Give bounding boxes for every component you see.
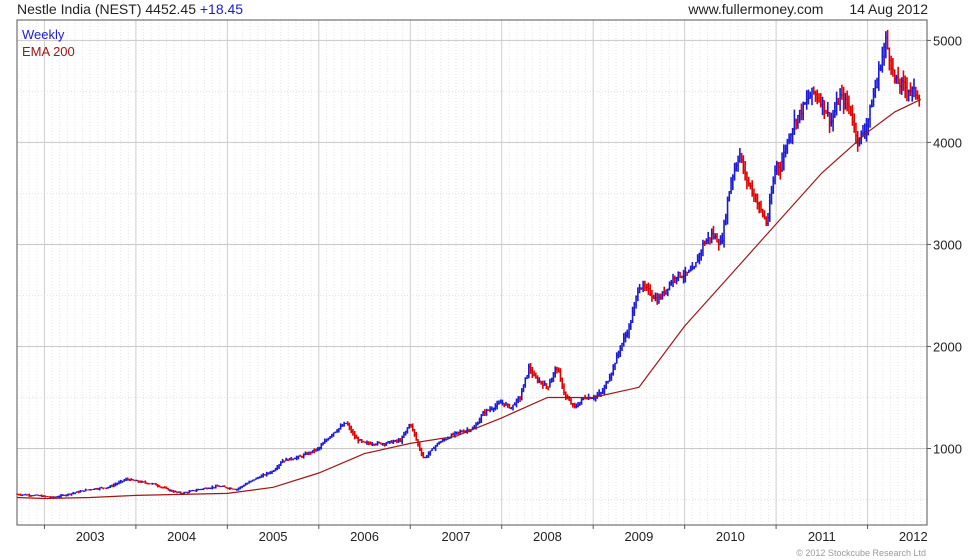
x-tick-label: 2010: [716, 529, 745, 544]
website-label: www.fullermoney.com: [688, 1, 824, 17]
y-tick-label: 5000: [933, 33, 962, 48]
x-tick-label: 2011: [808, 529, 836, 544]
ema-200-line: [16, 99, 921, 500]
copyright-notice: © 2012 Stockcube Research Ltd: [796, 548, 926, 558]
y-tick-label: 1000: [933, 441, 962, 456]
legend-weekly: Weekly: [22, 27, 65, 42]
x-tick-label: 2003: [76, 529, 105, 544]
y-tick-label: 3000: [933, 237, 962, 252]
chart-header-info: www.fullermoney.com 14 Aug 2012: [688, 1, 928, 17]
chart-header-title: Nestle India (NEST) 4452.45 +18.45: [17, 1, 243, 17]
y-tick-label: 4000: [933, 135, 962, 150]
x-tick-label: 2008: [533, 529, 562, 544]
x-tick-label: 2012: [899, 529, 928, 544]
stock-title: Nestle India (NEST) 4452.45: [17, 1, 196, 17]
x-tick-label: 2005: [259, 529, 288, 544]
x-tick-label: 2007: [442, 529, 471, 544]
x-tick-label: 2006: [350, 529, 379, 544]
date-label: 14 Aug 2012: [849, 1, 928, 17]
x-tick-label: 2004: [167, 529, 196, 544]
y-tick-label: 2000: [933, 339, 962, 354]
legend-ema: EMA 200: [22, 44, 75, 59]
x-tick-label: 2009: [624, 529, 653, 544]
price-change: +18.45: [199, 1, 244, 17]
plot-frame: [16, 19, 928, 526]
